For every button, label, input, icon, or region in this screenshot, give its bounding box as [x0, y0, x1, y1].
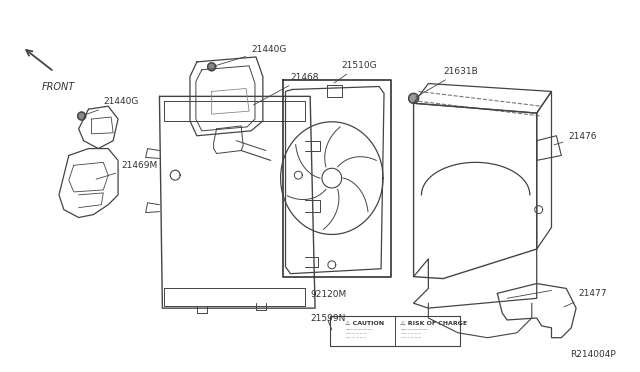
Text: 92120M: 92120M	[310, 291, 346, 299]
Text: FRONT: FRONT	[42, 81, 76, 92]
Text: ───────────: ───────────	[400, 328, 428, 332]
Text: 21440G: 21440G	[214, 45, 287, 66]
Text: ⚠ CAUTION: ⚠ CAUTION	[344, 321, 384, 326]
Text: 21468: 21468	[253, 73, 319, 105]
Text: 21599N: 21599N	[310, 314, 346, 323]
Text: ─ ─ ─ ─ ─ ─: ─ ─ ─ ─ ─ ─	[400, 332, 421, 336]
Text: ─ ─ ─ ─ ─ ─: ─ ─ ─ ─ ─ ─	[400, 336, 421, 340]
Text: ───────────: ───────────	[344, 328, 372, 332]
Text: ⚠ RISK OF CHARGE: ⚠ RISK OF CHARGE	[400, 321, 467, 326]
Text: 21510G: 21510G	[334, 61, 378, 83]
Text: 21631B: 21631B	[416, 67, 478, 97]
Text: 21477: 21477	[564, 289, 607, 307]
Text: 21440G: 21440G	[84, 97, 139, 115]
Polygon shape	[208, 63, 216, 71]
Polygon shape	[409, 93, 419, 103]
Polygon shape	[77, 112, 86, 120]
Text: R214004P: R214004P	[570, 350, 616, 359]
Text: 21469M: 21469M	[96, 161, 157, 179]
Text: ─ ─ ─ ─ ─ ─: ─ ─ ─ ─ ─ ─	[344, 332, 366, 336]
Text: ─ ─ ─ ─ ─ ─: ─ ─ ─ ─ ─ ─	[344, 336, 366, 340]
Text: 21476: 21476	[554, 132, 596, 145]
